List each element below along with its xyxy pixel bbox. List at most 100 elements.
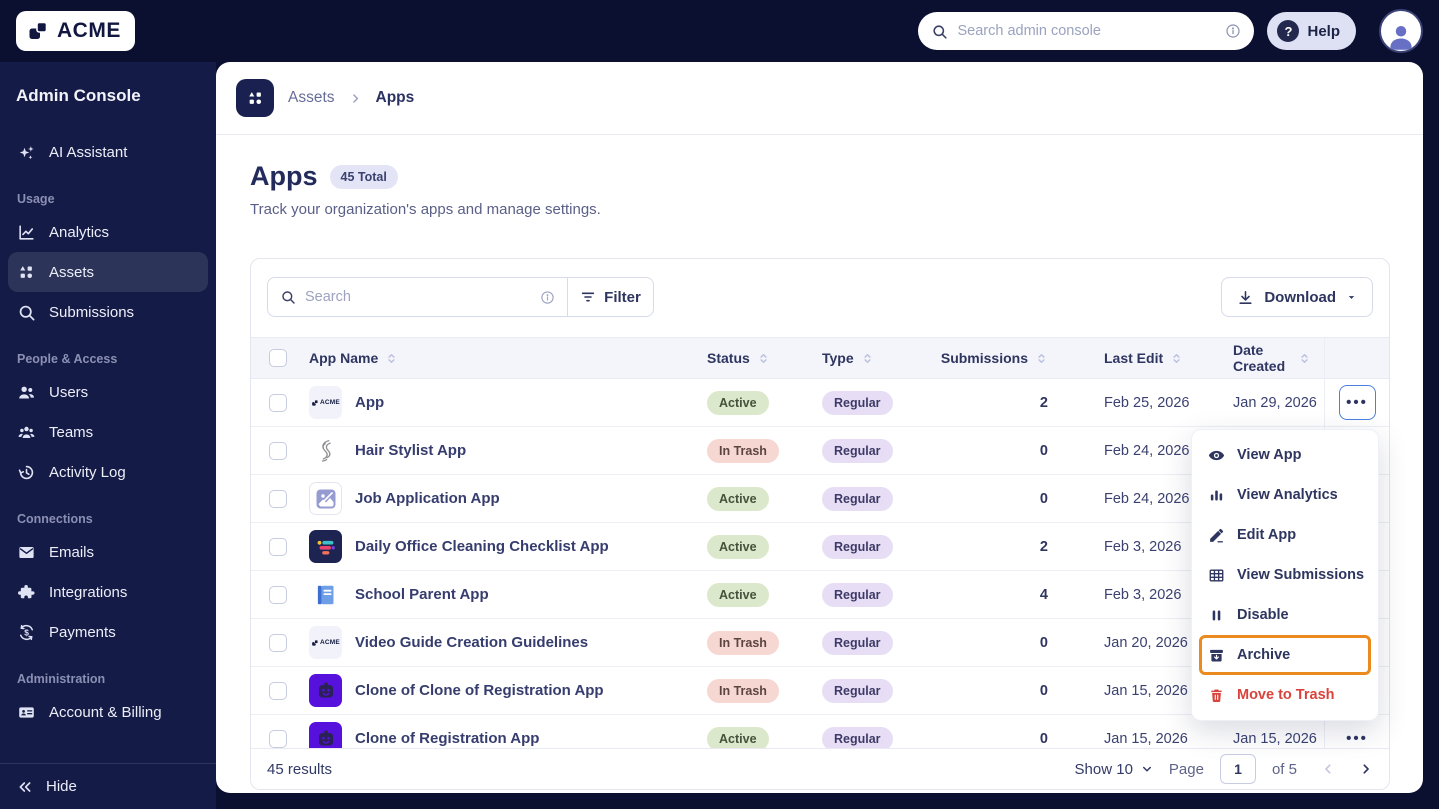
app-name[interactable]: Clone of Clone of Registration App <box>355 682 604 699</box>
grid-icon <box>1208 567 1225 584</box>
user-avatar[interactable] <box>1379 9 1423 53</box>
sparkle-icon <box>17 143 36 162</box>
row-context-menu: View App View Analytics Edit App View Su… <box>1191 429 1379 721</box>
table-row[interactable]: School Parent App Active Regular 4 Feb 3… <box>251 571 1389 619</box>
sidebar-section-label: People & Access <box>17 352 118 366</box>
select-all-checkbox[interactable] <box>269 349 287 367</box>
menu-item-view-app[interactable]: View App <box>1192 435 1378 475</box>
table-row[interactable]: Job Application App Active Regular 0 Feb… <box>251 475 1389 523</box>
info-icon <box>540 290 555 305</box>
app-name[interactable]: App <box>355 394 385 411</box>
row-checkbox[interactable] <box>269 489 287 508</box>
sidebar-item-label: Activity Log <box>49 463 126 481</box>
row-actions-button[interactable]: ••• <box>1346 729 1368 747</box>
sidebar-item-label: Analytics <box>49 223 110 241</box>
help-button[interactable]: ? Help <box>1267 12 1356 50</box>
menu-item-view-analytics[interactable]: View Analytics <box>1192 475 1378 515</box>
sort-icon[interactable] <box>757 352 770 365</box>
column-last-edit[interactable]: Last Edit <box>1104 350 1164 366</box>
column-date-created[interactable]: Date Created <box>1233 341 1286 374</box>
sidebar-item-analytics[interactable]: Analytics <box>8 212 208 252</box>
submissions-count: 2 <box>1039 538 1048 555</box>
sort-icon[interactable] <box>1170 352 1183 365</box>
assets-breadcrumb-tile <box>236 79 274 117</box>
sidebar-item-submissions[interactable]: Submissions <box>8 292 208 332</box>
breadcrumb-assets-link[interactable]: Assets <box>288 89 335 106</box>
status-badge: In Trash <box>707 630 779 655</box>
page-of-label: of 5 <box>1271 760 1297 778</box>
sidebar-item-ai-assistant[interactable]: AI Assistant <box>8 132 208 172</box>
column-type[interactable]: Type <box>822 350 854 366</box>
sort-icon[interactable] <box>1298 352 1311 365</box>
row-actions-button-active[interactable]: ••• <box>1338 385 1376 420</box>
menu-item-edit-app[interactable]: Edit App <box>1192 515 1378 555</box>
sidebar-item-teams[interactable]: Teams <box>8 412 208 452</box>
page-number-input[interactable] <box>1219 754 1256 784</box>
sidebar-item-emails[interactable]: Emails <box>8 532 208 572</box>
app-name[interactable]: Hair Stylist App <box>355 442 467 459</box>
row-checkbox[interactable] <box>269 681 287 700</box>
payments-icon: $ <box>17 623 36 642</box>
next-page-button[interactable] <box>1359 762 1373 776</box>
status-badge: Active <box>707 726 769 751</box>
sidebar-item-label: Users <box>49 383 89 401</box>
app-name[interactable]: Video Guide Creation Guidelines <box>355 634 589 651</box>
row-checkbox[interactable] <box>269 393 287 412</box>
table-row[interactable]: ACME Video Guide Creation Guidelines In T… <box>251 619 1389 667</box>
app-name[interactable]: Job Application App <box>355 490 500 507</box>
search-icon <box>931 23 948 40</box>
status-badge: Active <box>707 390 769 415</box>
table-row[interactable]: Clone of Clone of Registration App In Tr… <box>251 667 1389 715</box>
column-status[interactable]: Status <box>707 350 750 366</box>
row-checkbox[interactable] <box>269 729 287 748</box>
menu-item-move-to-trash[interactable]: Move to Trash <box>1192 675 1378 715</box>
trash-icon <box>1208 687 1225 704</box>
row-checkbox[interactable] <box>269 585 287 604</box>
download-button[interactable]: Download <box>1221 277 1373 317</box>
sidebar-item-account-billing[interactable]: Account & Billing <box>8 692 208 732</box>
sort-icon[interactable] <box>1035 352 1048 365</box>
sort-icon[interactable] <box>861 352 874 365</box>
row-checkbox[interactable] <box>269 537 287 556</box>
page-header: Apps 45 Total Track your organization's … <box>216 135 1423 218</box>
chevron-down-icon <box>1346 292 1357 303</box>
table-search-input[interactable] <box>305 289 531 305</box>
table-row[interactable]: Daily Office Cleaning Checklist App Acti… <box>251 523 1389 571</box>
sidebar-item-users[interactable]: Users <box>8 372 208 412</box>
admin-search-input[interactable] <box>957 23 1217 39</box>
page-size-select[interactable]: Show 10 <box>1075 761 1153 778</box>
column-app-name[interactable]: App Name <box>309 350 379 366</box>
status-badge: Active <box>707 486 769 511</box>
row-checkbox[interactable] <box>269 441 287 460</box>
table-row[interactable]: ACME App Active Regular 2 Feb 25, 2026 Ja… <box>251 379 1389 427</box>
filter-button[interactable]: Filter <box>568 278 653 316</box>
sort-icon[interactable] <box>385 352 398 365</box>
double-chevron-left-icon <box>17 779 33 795</box>
download-icon <box>1237 289 1254 306</box>
acme-logo[interactable]: ACME <box>16 11 135 51</box>
sidebar-item-integrations[interactable]: Integrations <box>8 572 208 612</box>
idcard-icon <box>17 703 36 722</box>
sidebar-item-payments[interactable]: $ Payments <box>8 612 208 652</box>
menu-item-disable[interactable]: Disable <box>1192 595 1378 635</box>
row-checkbox[interactable] <box>269 633 287 652</box>
menu-item-view-submissions[interactable]: View Submissions <box>1192 555 1378 595</box>
app-name[interactable]: Clone of Registration App <box>355 730 540 747</box>
archive-icon <box>1208 647 1225 664</box>
bars-icon <box>1208 487 1225 504</box>
sidebar-item-assets[interactable]: Assets <box>8 252 208 292</box>
sidebar-hide-button[interactable]: Hide <box>0 763 216 809</box>
table-row[interactable]: Hair Stylist App In Trash Regular 0 Feb … <box>251 427 1389 475</box>
status-badge: Active <box>707 534 769 559</box>
menu-item-archive[interactable]: Archive <box>1199 635 1371 675</box>
previous-page-button[interactable] <box>1321 762 1335 776</box>
admin-search <box>918 12 1255 50</box>
app-name[interactable]: School Parent App <box>355 586 489 603</box>
last-edit-date: Feb 24, 2026 <box>1104 442 1190 459</box>
app-name[interactable]: Daily Office Cleaning Checklist App <box>355 538 609 555</box>
sidebar-item-activity-log[interactable]: Activity Log <box>8 452 208 492</box>
date-created: Jan 15, 2026 <box>1233 730 1317 747</box>
sidebar-item-label: Account & Billing <box>49 703 162 721</box>
book-tile-icon <box>309 578 342 611</box>
column-submissions[interactable]: Submissions <box>940 350 1028 366</box>
